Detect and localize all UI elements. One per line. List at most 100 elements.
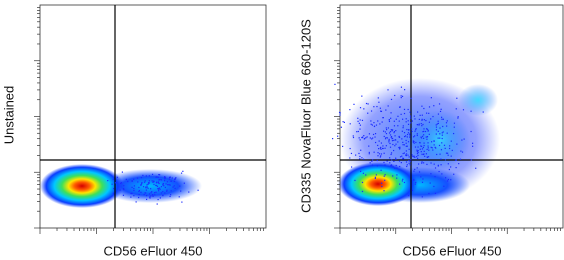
event-dot bbox=[140, 184, 142, 186]
event-dot bbox=[113, 187, 115, 190]
event-dot bbox=[377, 152, 379, 154]
event-dot bbox=[150, 188, 152, 190]
event-dot bbox=[461, 139, 463, 141]
event-dot bbox=[447, 154, 449, 156]
event-dot bbox=[378, 153, 381, 155]
event-dot bbox=[145, 189, 147, 191]
event-dot bbox=[145, 192, 147, 194]
event-dot bbox=[411, 154, 413, 156]
event-dot bbox=[429, 182, 431, 184]
event-dot bbox=[395, 158, 397, 160]
event-dot bbox=[440, 164, 442, 166]
event-dot bbox=[359, 139, 361, 141]
event-dot bbox=[331, 138, 334, 140]
event-dot bbox=[152, 181, 154, 183]
event-dot bbox=[430, 173, 432, 175]
event-dot bbox=[155, 191, 157, 193]
event-dot bbox=[420, 145, 422, 147]
event-dot bbox=[380, 146, 382, 149]
event-dot bbox=[379, 156, 381, 158]
event-dot bbox=[453, 122, 456, 124]
event-dot bbox=[389, 146, 392, 148]
event-dot bbox=[337, 135, 339, 137]
event-dot bbox=[426, 136, 429, 138]
event-dot bbox=[413, 170, 415, 172]
event-dot bbox=[107, 180, 109, 182]
event-dot bbox=[402, 178, 404, 180]
event-dot bbox=[145, 186, 147, 189]
event-dot bbox=[146, 198, 148, 201]
event-dot bbox=[159, 178, 161, 181]
event-dot bbox=[350, 152, 353, 155]
event-dot bbox=[396, 177, 398, 179]
event-dot bbox=[173, 180, 175, 182]
event-dot bbox=[365, 174, 367, 176]
event-dot bbox=[151, 191, 153, 193]
event-dot bbox=[445, 122, 448, 124]
event-dot bbox=[160, 179, 163, 181]
event-dot bbox=[385, 129, 388, 131]
event-dot bbox=[395, 157, 397, 159]
event-dot bbox=[412, 155, 414, 157]
event-dot bbox=[359, 107, 362, 109]
event-dot bbox=[166, 189, 168, 191]
event-dot bbox=[382, 130, 385, 132]
event-dot bbox=[174, 187, 176, 189]
event-dot bbox=[141, 183, 143, 185]
event-dot bbox=[391, 165, 393, 167]
event-dot bbox=[407, 120, 409, 122]
event-dot bbox=[119, 189, 121, 191]
event-dot bbox=[389, 134, 392, 136]
event-dot bbox=[391, 137, 394, 140]
event-dot bbox=[164, 186, 166, 189]
event-dot bbox=[170, 190, 172, 192]
event-dot bbox=[156, 203, 158, 205]
event-dot bbox=[361, 136, 363, 139]
event-dot bbox=[433, 140, 435, 142]
event-dot bbox=[453, 173, 455, 175]
event-dot bbox=[359, 155, 361, 158]
event-dot bbox=[389, 162, 391, 164]
event-dot bbox=[391, 130, 393, 132]
event-dot bbox=[159, 197, 161, 199]
density-cloud bbox=[40, 164, 124, 208]
event-dot bbox=[421, 135, 424, 137]
panel: CD56 eFluor 450 Unstained bbox=[1, 4, 267, 258]
event-dot bbox=[148, 175, 150, 177]
event-dot bbox=[349, 157, 351, 159]
event-dot bbox=[384, 164, 386, 166]
event-dot bbox=[394, 167, 396, 169]
event-dot bbox=[388, 119, 391, 121]
event-dot bbox=[157, 188, 160, 190]
event-dot bbox=[433, 144, 435, 146]
event-dot bbox=[399, 146, 401, 148]
event-dot bbox=[409, 134, 411, 136]
event-dot bbox=[438, 170, 440, 173]
event-dot bbox=[459, 158, 462, 160]
event-dot bbox=[441, 137, 443, 140]
event-dot bbox=[164, 176, 166, 178]
event-dot bbox=[381, 121, 383, 123]
event-dot bbox=[438, 144, 441, 147]
event-dot bbox=[148, 182, 150, 184]
event-dot bbox=[157, 176, 159, 178]
event-dot bbox=[384, 138, 387, 140]
event-dot bbox=[156, 185, 159, 187]
event-dot bbox=[360, 170, 362, 173]
event-dot bbox=[398, 160, 401, 162]
event-dot bbox=[448, 168, 450, 171]
event-dot bbox=[138, 196, 140, 199]
event-dot bbox=[147, 182, 150, 184]
event-dot bbox=[438, 103, 441, 105]
event-dot bbox=[371, 138, 373, 140]
event-dot bbox=[380, 148, 382, 150]
event-dot bbox=[421, 118, 423, 120]
event-dot bbox=[452, 132, 455, 135]
event-dot bbox=[432, 115, 434, 118]
event-dot bbox=[401, 138, 403, 140]
event-dot bbox=[374, 133, 377, 135]
event-dot bbox=[136, 177, 139, 179]
event-dot bbox=[120, 182, 123, 184]
event-dot bbox=[368, 151, 370, 154]
event-dot bbox=[396, 167, 398, 169]
